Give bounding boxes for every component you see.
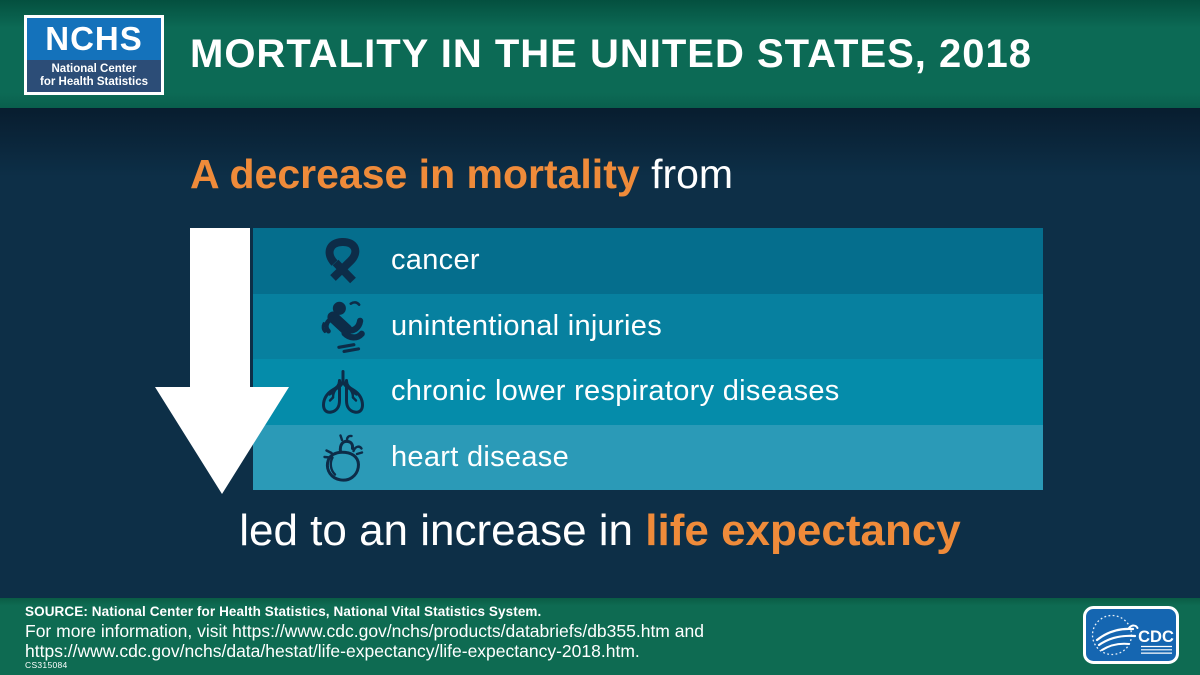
ribbon-icon — [317, 233, 369, 289]
outro-rest: led to an increase in — [239, 506, 634, 555]
hhs-cdc-logo: CDC — [1083, 606, 1179, 664]
footer-bar: SOURCE: National Center for Health Stati… — [0, 598, 1200, 675]
intro-rest: from — [651, 151, 734, 197]
source-text: SOURCE: National Center for Health Stati… — [25, 604, 542, 619]
cause-label: unintentional injuries — [391, 309, 662, 342]
page-title: MORTALITY IN THE UNITED STATES, 2018 — [190, 31, 1033, 76]
cause-row-chronic-lower-respiratory-diseases: chronic lower respiratory diseases — [253, 359, 1043, 425]
nchs-logo-subtitle-line2: for Health Statistics — [40, 76, 148, 89]
heart-icon — [317, 429, 369, 485]
nchs-logo: NCHS National Center for Health Statisti… — [24, 15, 164, 95]
down-arrow-icon — [155, 228, 289, 494]
cause-label: cancer — [391, 244, 480, 277]
cause-label: heart disease — [391, 440, 570, 473]
falling-person-icon — [317, 298, 369, 354]
info-line-1: For more information, visit https://www.… — [25, 621, 704, 642]
outro-heading: led to an increase in life expectancy — [0, 506, 1200, 556]
cause-row-heart-disease: heart disease — [253, 424, 1043, 490]
cause-row-unintentional-injuries: unintentional injuries — [253, 293, 1043, 359]
cdc-logo-text: CDC — [1138, 628, 1174, 646]
nchs-logo-subtitle-line1: National Center — [51, 62, 137, 75]
info-line-2: https://www.cdc.gov/nchs/data/hestat/lif… — [25, 641, 640, 662]
databrief-link[interactable]: https://www.cdc.gov/nchs/products/databr… — [232, 621, 670, 641]
publication-code: CS315084 — [25, 660, 68, 670]
intro-heading: A decrease in mortality from — [190, 150, 733, 198]
header-bar: NCHS National Center for Health Statisti… — [0, 0, 1200, 108]
cdc-logo-stripes — [1141, 645, 1172, 654]
causes-list: cancer — [253, 228, 1043, 490]
main-content: A decrease in mortality from cancer — [0, 108, 1200, 598]
info-joiner: and — [674, 621, 704, 641]
life-expectancy-link[interactable]: https://www.cdc.gov/nchs/data/hestat/lif… — [25, 641, 635, 661]
intro-highlight: A decrease in mortality — [190, 151, 640, 197]
nchs-logo-acronym: NCHS — [27, 18, 161, 61]
hhs-eagle-icon — [1095, 624, 1139, 651]
info-prefix: For more information, visit — [25, 621, 228, 641]
lungs-icon — [317, 364, 369, 420]
nchs-logo-subtitle: National Center for Health Statistics — [27, 60, 161, 92]
outro-highlight: life expectancy — [645, 506, 961, 555]
cause-row-cancer: cancer — [253, 228, 1043, 294]
cause-label: chronic lower respiratory diseases — [391, 375, 840, 408]
info-suffix: . — [634, 641, 640, 661]
